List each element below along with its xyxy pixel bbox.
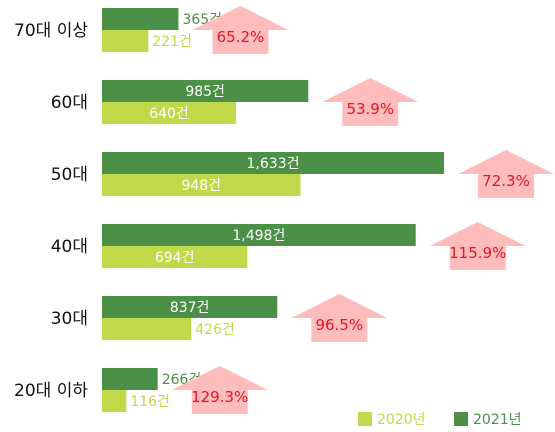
bar-2021 — [102, 224, 416, 246]
value-label-2021: 985건 — [185, 84, 225, 100]
bar-2020 — [102, 174, 301, 196]
growth-arrow — [458, 150, 554, 198]
growth-label: 65.2% — [217, 28, 265, 46]
category-label: 70대 이상 — [14, 21, 88, 41]
growth-arrow — [171, 366, 268, 414]
growth-label: 129.3% — [191, 388, 248, 406]
value-label-2021: 837건 — [170, 300, 210, 316]
category-label: 60대 — [51, 93, 88, 113]
bar-2021 — [102, 8, 179, 30]
legend-swatch-2021 — [454, 412, 468, 426]
growth-arrow — [192, 6, 289, 54]
growth-label: 115.9% — [449, 244, 506, 262]
bar-2020 — [102, 30, 149, 52]
legend-label-2021: 2021년 — [473, 412, 522, 428]
growth-arrow — [429, 222, 526, 270]
value-label-2020: 694건 — [155, 250, 195, 266]
bar-2021 — [102, 368, 158, 390]
growth-arrow — [322, 78, 419, 126]
bar-2020 — [102, 102, 237, 124]
category-label: 20대 이하 — [14, 381, 88, 401]
growth-label: 72.3% — [482, 172, 530, 190]
bar-2021 — [102, 80, 309, 102]
bar-2020 — [102, 390, 127, 412]
value-label-2020: 116건 — [130, 394, 170, 410]
growth-label: 96.5% — [315, 316, 363, 334]
value-label-2020: 948건 — [181, 178, 221, 194]
value-label-2020: 640건 — [149, 106, 189, 122]
legend-swatch-2020 — [358, 412, 372, 426]
bar-2021 — [102, 152, 444, 174]
value-label-2020: 426건 — [195, 322, 235, 338]
category-label: 30대 — [51, 309, 88, 329]
growth-arrow — [291, 294, 388, 342]
category-label: 50대 — [51, 165, 88, 185]
growth-label: 53.9% — [346, 100, 394, 118]
bar-2020 — [102, 318, 192, 340]
value-label-2021: 1,498건 — [232, 228, 285, 244]
category-label: 40대 — [51, 237, 88, 257]
value-label-2021: 1,633건 — [247, 156, 300, 172]
value-label-2020: 221건 — [152, 34, 192, 50]
legend-label-2020: 2020년 — [377, 412, 426, 428]
bar-2021 — [102, 296, 278, 318]
bar-2020 — [102, 246, 248, 268]
